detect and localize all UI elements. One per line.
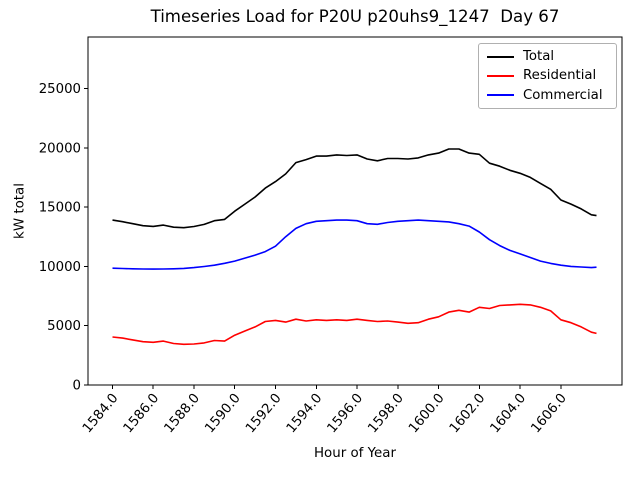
x-tick-label: 1604.0	[488, 391, 529, 436]
legend-item-commercial: Commercial	[487, 86, 610, 105]
y-tick-label: 20000	[39, 141, 81, 156]
total-line	[112, 148, 597, 229]
y-tick-label: 15000	[39, 201, 81, 216]
x-tick-label: 1588.0	[162, 391, 203, 436]
legend-item-total: Total	[487, 47, 610, 66]
residential-line	[112, 303, 597, 346]
x-tick-label: 1592.0	[243, 391, 284, 436]
x-tick-label: 1586.0	[121, 391, 162, 436]
x-tick-label: 1606.0	[529, 391, 570, 436]
residential-line-swatch	[487, 74, 514, 77]
y-axis-label: kW total	[12, 183, 28, 239]
x-tick-label: 1590.0	[202, 391, 243, 436]
x-axis-label: Hour of Year	[313, 446, 397, 461]
series-lines	[112, 148, 597, 346]
y-axis-ticks: 0 5000 10000 15000 20000 25000	[39, 82, 88, 394]
legend-item-residential: Residential	[487, 66, 610, 85]
legend-label-total: Total	[523, 49, 555, 65]
x-tick-label: 1602.0	[447, 391, 488, 436]
x-tick-label: 1598.0	[365, 391, 406, 436]
y-tick-label: 0	[73, 379, 81, 394]
x-tick-label: 1584.0	[80, 391, 121, 436]
commercial-line	[112, 219, 597, 270]
commercial-line-swatch	[487, 94, 514, 97]
legend: Total Residential Commercial	[478, 43, 617, 109]
x-tick-label: 1600.0	[406, 391, 447, 436]
y-tick-label: 10000	[39, 260, 81, 275]
x-axis-ticks: 1584.0 1586.0 1588.0 1590.0 1592.0 1594.0 1596…	[80, 385, 570, 436]
total-line-swatch	[487, 55, 514, 58]
y-tick-label: 25000	[39, 82, 81, 97]
y-tick-label: 5000	[47, 319, 81, 334]
legend-label-residential: Residential	[523, 68, 597, 84]
x-tick-label: 1594.0	[284, 391, 325, 436]
chart-title: Timeseries Load for P20U p20uhs9_1247 Da…	[150, 7, 560, 26]
axes-spines	[87, 36, 623, 386]
legend-label-commercial: Commercial	[523, 87, 603, 103]
x-tick-label: 1596.0	[325, 391, 366, 436]
